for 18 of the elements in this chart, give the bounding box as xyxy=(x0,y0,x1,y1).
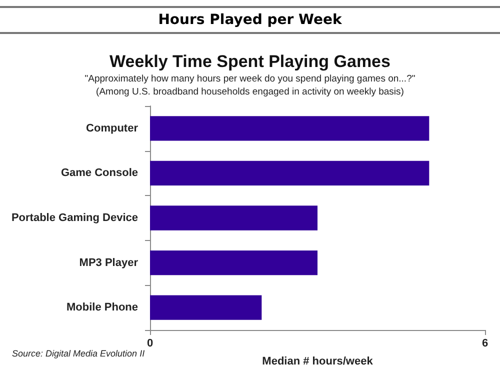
chart-subtitle: Weekly Time Spent Playing Games xyxy=(110,52,390,71)
bar xyxy=(150,250,318,276)
y-tick-label: Portable Gaming Device xyxy=(11,212,138,224)
bar xyxy=(150,295,262,320)
source-note: Source: Digital Media Evolution II xyxy=(12,348,146,358)
bar xyxy=(150,160,430,186)
x-tick-label: 6 xyxy=(482,338,488,350)
chart-title: Hours Played per Week xyxy=(0,6,500,34)
x-tick-label: 0 xyxy=(146,338,154,350)
y-tick-label: Computer xyxy=(86,122,139,134)
bar xyxy=(150,206,318,230)
bar xyxy=(150,116,430,141)
y-tick-label: MP3 Player xyxy=(79,256,139,269)
x-axis-title: Median # hours/week xyxy=(262,356,374,368)
text: (Among U.S. broadband households engaged in activity on weekly basis) xyxy=(96,86,404,98)
y-tick-label: Mobile Phone xyxy=(66,302,138,314)
text: "Approximately how many hours per week do you spend playing games on...?" xyxy=(84,74,416,84)
y-tick-label: Game Console xyxy=(60,167,138,180)
